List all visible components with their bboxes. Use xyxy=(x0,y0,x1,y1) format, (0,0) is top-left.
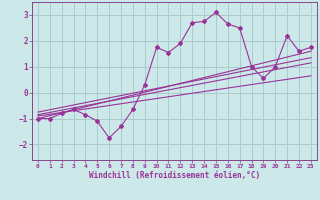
X-axis label: Windchill (Refroidissement éolien,°C): Windchill (Refroidissement éolien,°C) xyxy=(89,171,260,180)
